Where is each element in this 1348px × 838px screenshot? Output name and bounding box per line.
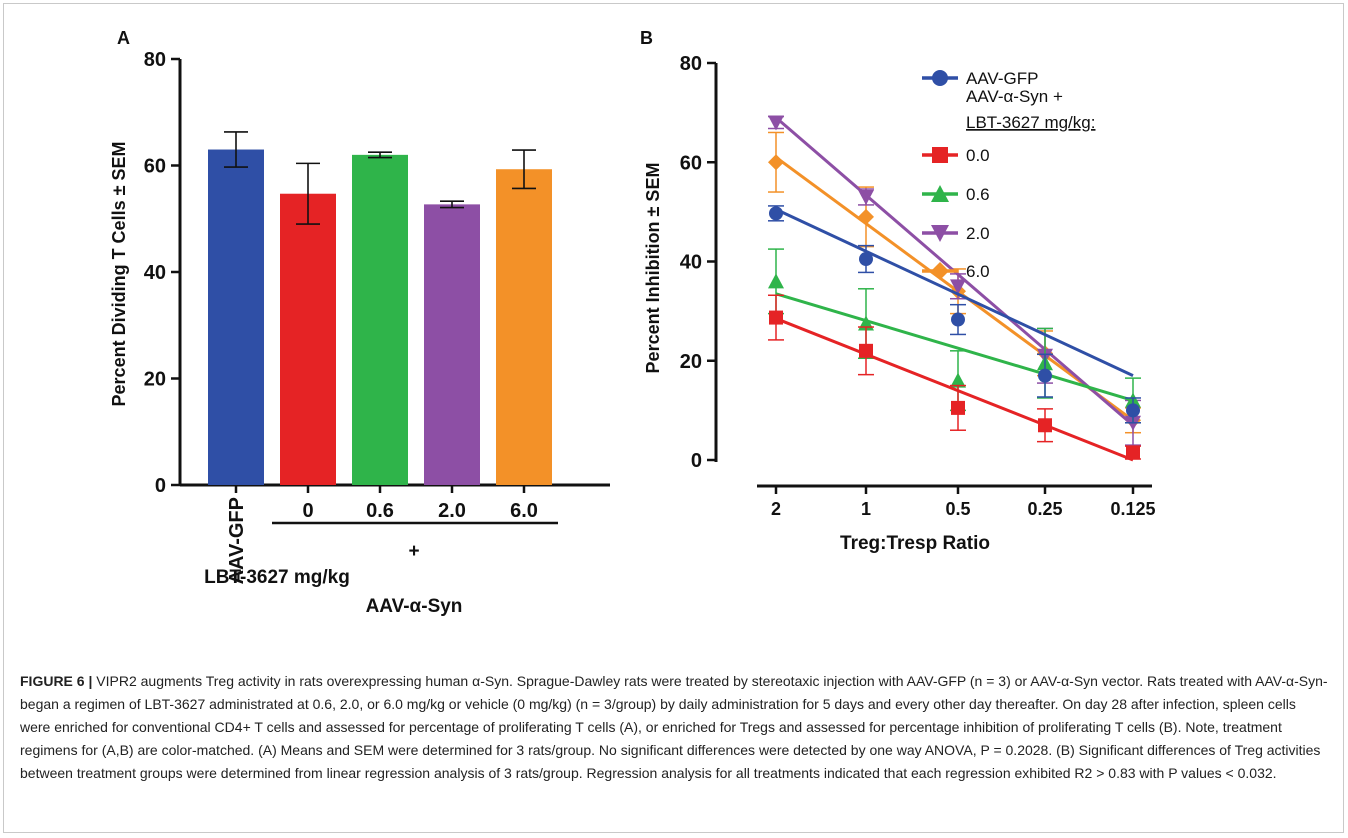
panel-b-y-tick-label: 40	[680, 252, 702, 274]
panel-a-bar	[208, 149, 264, 485]
legend-swatch-marker	[931, 185, 949, 202]
panel-b-x-tick-label: 0.5	[945, 499, 970, 519]
legend-entry-label: 0.6	[966, 185, 990, 204]
figure-caption: FIGURE 6 | VIPR2 augments Treg activity …	[20, 670, 1330, 785]
figure-svg: A B Percent Dividing T Cells ± SEM LBT-3…	[109, 28, 1156, 617]
panel-b-x-tick-label: 0.125	[1110, 499, 1155, 519]
panel-b-regression-line	[775, 317, 1134, 462]
legend-entry-label: 6.0	[966, 262, 990, 281]
panel-b-regression-line	[775, 208, 1134, 377]
panel-b-data-point	[768, 115, 784, 131]
panel-b-x-tick-label: 0.25	[1027, 499, 1062, 519]
panel-b-series-0	[768, 205, 1141, 424]
panel-b-series-1	[768, 294, 1141, 462]
panel-a-vector-label: AAV-α-Syn	[366, 596, 463, 617]
panel-a-bar-chart: Percent Dividing T Cells ± SEM LBT-3627 …	[109, 49, 610, 617]
panel-b-data-point	[950, 372, 966, 388]
panel-b-y-tick-label: 20	[680, 351, 702, 373]
panel-a-y-tick-label: 80	[144, 49, 166, 71]
caption-text: VIPR2 augments Treg activity in rats ove…	[20, 673, 1328, 781]
panel-b-data-point	[859, 343, 873, 358]
panel-b-x-tick-label: 2	[771, 499, 781, 519]
panel-a-label: A	[117, 28, 130, 48]
panel-b-x-axis-label: Treg:Tresp Ratio	[840, 533, 990, 554]
panel-b-data-point	[858, 208, 874, 225]
panel-b-data-point	[1038, 368, 1052, 383]
legend-title-dose: LBT-3627 mg/kg:	[966, 113, 1095, 132]
panel-b-series-3	[768, 115, 1141, 446]
panel-b-data-point	[768, 154, 784, 171]
legend-swatch-marker	[932, 70, 948, 86]
panel-b-data-point	[1126, 403, 1140, 418]
panel-b-data-point	[769, 310, 783, 325]
panel-b-y-axis-label: Percent Inhibition ± SEM	[643, 163, 663, 374]
panel-a-category-label: 0	[302, 500, 313, 522]
caption-label: FIGURE 6 |	[20, 673, 93, 689]
panel-b-regression-line	[775, 292, 1134, 402]
panel-b-data-point	[950, 279, 966, 295]
legend-swatch-marker	[932, 147, 948, 163]
panel-b-line-chart: Percent Inhibition ± SEM Treg:Tresp Rati…	[643, 53, 1156, 554]
panel-b-y-tick-label: 80	[680, 53, 702, 75]
panel-a-bar	[496, 169, 552, 486]
panel-a-category-label: 0.6	[366, 500, 394, 522]
legend-entry-label: AAV-GFP	[966, 69, 1038, 88]
panel-a-y-tick-label: 40	[144, 262, 166, 284]
legend-swatch-marker	[931, 225, 949, 242]
panel-a-x-axis-label: LBT-3627 mg/kg	[204, 567, 350, 588]
figure-frame	[3, 3, 1344, 833]
panel-b-data-point	[1038, 418, 1052, 433]
panel-b-x-tick-label: 1	[861, 499, 871, 519]
panel-b-y-tick-label: 60	[680, 152, 702, 174]
panel-a-category-label: AAV-GFP	[226, 497, 248, 584]
legend-swatch-marker	[931, 262, 949, 280]
panel-a-y-tick-label: 0	[155, 475, 166, 497]
panel-b-data-point	[859, 252, 873, 267]
panel-b-y-tick-label: 0	[691, 450, 702, 472]
panel-b-series-2	[768, 248, 1141, 424]
panel-a-plus-label: +	[408, 541, 419, 562]
panel-a-bar	[280, 193, 336, 485]
panel-b-data-point	[951, 312, 965, 327]
panel-b-data-point	[858, 189, 874, 205]
panel-b-data-point	[768, 273, 784, 289]
panel-b-label: B	[640, 28, 653, 48]
legend-entry-label: 2.0	[966, 224, 990, 243]
panel-b-data-point	[769, 206, 783, 221]
panel-a-y-axis-label: Percent Dividing T Cells ± SEM	[109, 142, 129, 407]
panel-a-y-tick-label: 20	[144, 369, 166, 391]
panel-b-data-point	[951, 400, 965, 415]
panel-a-category-label: 6.0	[510, 500, 538, 522]
panel-a-category-label: 2.0	[438, 500, 466, 522]
panel-a-bar	[352, 154, 408, 485]
legend-entry-label: 0.0	[966, 146, 990, 165]
legend-title-vector: AAV-α-Syn +	[966, 87, 1063, 106]
panel-a-bar	[424, 204, 480, 485]
panel-a-y-tick-label: 60	[144, 156, 166, 178]
panel-b-data-point	[1126, 445, 1140, 460]
panel-b-legend: AAV-α-Syn + LBT-3627 mg/kg: AAV-GFP 0.0 0.…	[922, 69, 1095, 281]
